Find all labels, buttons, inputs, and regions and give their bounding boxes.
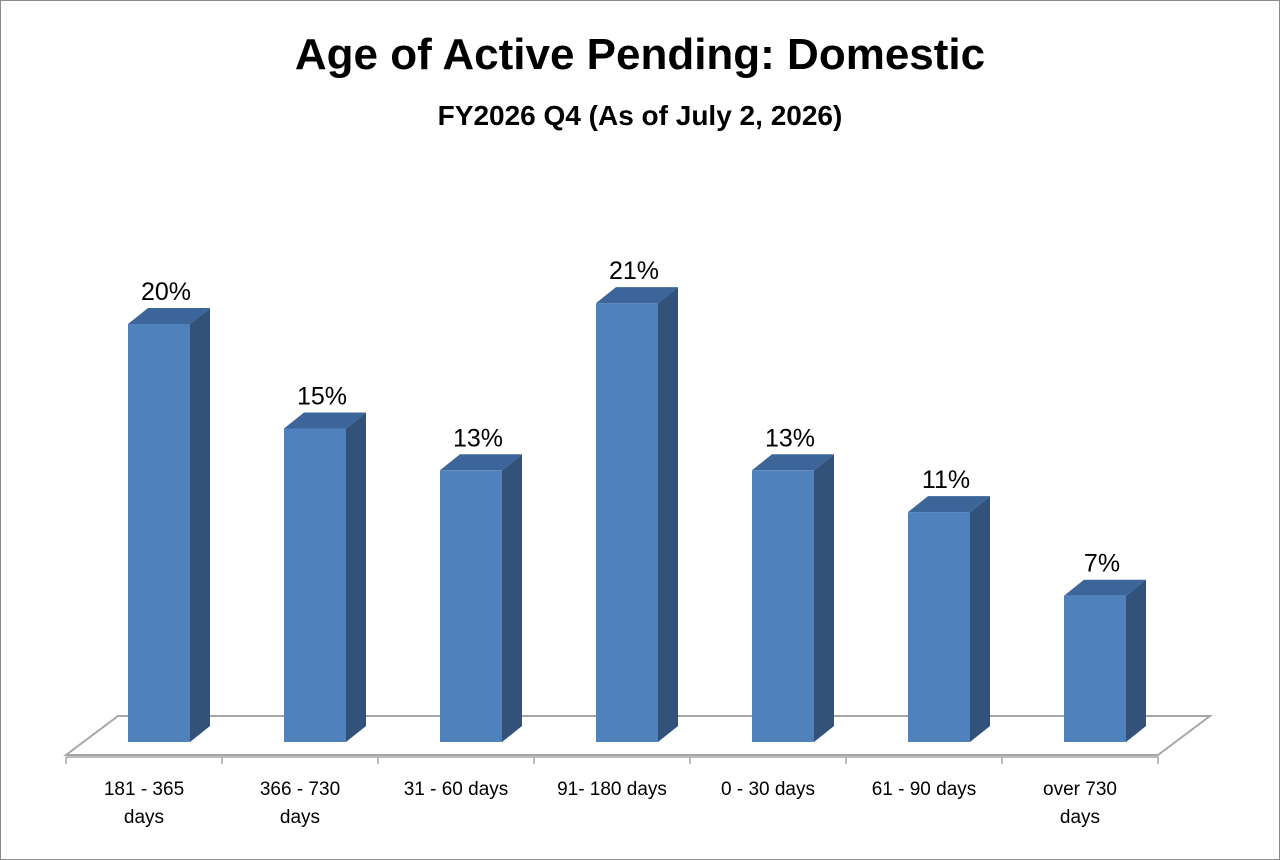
x-tick-label: 91- 180 days [557,779,667,800]
bar-front [284,428,346,742]
bar-front [440,470,502,742]
bar-front [128,324,190,742]
bar [284,412,366,742]
bar [596,287,678,742]
bar-side [814,454,834,742]
bar [908,496,990,742]
bar-side [1126,579,1146,742]
bar-front [908,512,970,742]
bar-top [908,496,990,513]
bar-top [440,454,522,471]
data-label: 21% [609,257,659,285]
data-labels: 20% 15% 13% 21% 13% 11% 7% [141,257,1120,578]
bar-front [596,303,658,742]
bar [440,454,522,742]
x-tick-label: 181 - 365 days [104,779,184,828]
bar-top [596,287,678,304]
bar-side [190,308,210,742]
bar-top [128,308,210,324]
bar-top [284,412,366,429]
chart-title: Age of Active Pending: Domestic [294,30,986,79]
x-tick-label: 0 - 30 days [721,779,815,800]
bar [1064,579,1146,742]
data-label: 13% [453,424,503,452]
bar-top [1064,579,1146,596]
bar [128,308,210,742]
chart-subtitle: FY2026 Q4 (As of July 2, 2026) [437,100,843,131]
bar-side [658,287,678,742]
x-tick-label: 31 - 60 days [404,779,509,800]
bars [128,287,1146,742]
bar-side [502,454,522,742]
x-axis: 181 - 365 days 366 - 730 days 31 - 60 days 91… [65,756,1159,828]
x-tick-label: over 730 days [1043,779,1117,828]
bar-side [970,496,990,742]
bar [752,454,834,742]
bar-side [346,412,366,742]
bar-top [752,454,834,471]
x-tick-label: 366 - 730 days [260,779,340,828]
data-label: 11% [922,466,970,494]
bar-front [1064,595,1126,742]
data-label: 7% [1084,550,1120,578]
x-tick-label: 61 - 90 days [872,779,977,800]
data-label: 13% [765,424,815,452]
data-label: 20% [141,278,191,306]
data-label: 15% [297,383,347,411]
bar-front [752,470,814,742]
